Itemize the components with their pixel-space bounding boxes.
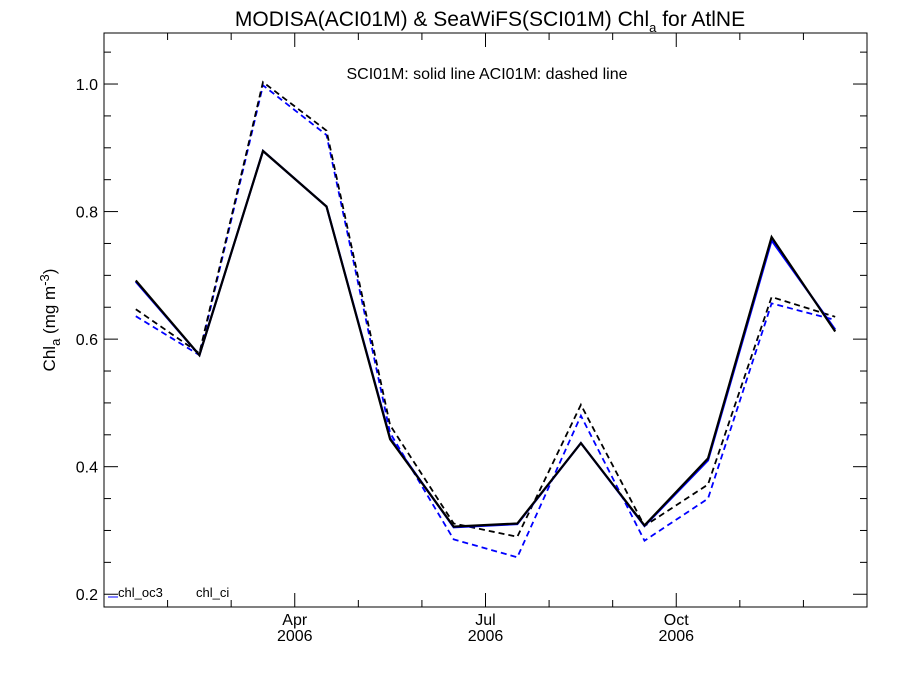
x-tick-label-year: 2006 <box>277 628 313 645</box>
y-axis-label-subscript: a <box>48 338 63 346</box>
y-axis-label-main: Chl <box>40 346 59 372</box>
legend-entry-chl-ci: chl_ci <box>196 585 229 600</box>
x-tick-label-year: 2006 <box>468 628 504 645</box>
y-tick-label: 0.4 <box>76 460 98 477</box>
series-line-solid-black <box>134 149 837 528</box>
y-axis-label: Chla (mg m-3) <box>37 269 63 372</box>
x-tick-label-month: Apr <box>282 612 308 629</box>
series-group <box>134 80 837 559</box>
chart-title-suffix: for AtlNE <box>656 8 745 31</box>
x-tick-label-month: Jul <box>475 612 495 629</box>
y-axis-label-close: ) <box>40 269 59 275</box>
y-tick-label: 0.8 <box>76 205 98 222</box>
chart-title: MODISA(ACI01M) & SeaWiFS(SCI01M) Chla fo… <box>235 8 745 35</box>
y-tick-label: 0.2 <box>76 587 98 604</box>
x-tick-label-year: 2006 <box>658 628 694 645</box>
line-style-annotation: SCI01M: solid line ACI01M: dashed line <box>346 66 627 83</box>
series-line-solid-blue <box>134 149 837 529</box>
chart-title-main: MODISA(ACI01M) & SeaWiFS(SCI01M) Chl <box>235 8 649 31</box>
y-axis-label-unit: (mg m <box>40 286 59 339</box>
chart-title-subscript: a <box>649 20 657 35</box>
y-tick-label: 1.0 <box>76 77 98 94</box>
plot-frame <box>103 32 868 608</box>
series-line-dashed-black <box>135 80 836 538</box>
y-axis-label-superscript: -3 <box>37 274 52 286</box>
series-line-dashed-blue <box>135 83 836 559</box>
y-tick-label: 0.6 <box>76 332 98 349</box>
x-tick-label-month: Oct <box>664 612 689 629</box>
legend-entry-chl-oc3: chl_oc3 <box>118 585 163 600</box>
